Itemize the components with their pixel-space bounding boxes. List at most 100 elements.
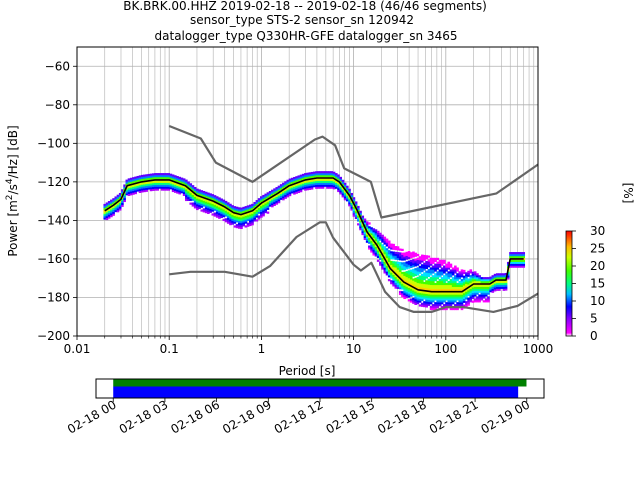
- density-cell: [251, 213, 254, 216]
- density-cell: [398, 281, 402, 284]
- density-cell: [489, 288, 492, 291]
- density-cell: [429, 271, 433, 274]
- density-cell: [354, 201, 358, 204]
- density-cell: [418, 260, 422, 263]
- density-cell: [498, 275, 501, 278]
- density-cell: [368, 228, 371, 231]
- density-cell: [515, 255, 519, 259]
- density-cell: [376, 251, 380, 255]
- density-cell: [242, 224, 245, 227]
- density-cell: [478, 290, 481, 293]
- density-cell: [218, 201, 221, 204]
- density-cell: [487, 290, 490, 293]
- density-cell: [522, 255, 526, 259]
- density-cell: [454, 267, 457, 270]
- density-cell: [299, 178, 303, 181]
- density-cell: [368, 235, 371, 239]
- density-cell: [409, 265, 413, 268]
- density-cell: [304, 184, 307, 187]
- density-cell: [407, 272, 411, 275]
- density-cell: [257, 217, 261, 220]
- density-cell: [222, 218, 226, 222]
- y-tick-label: −160: [37, 252, 70, 266]
- density-cell: [368, 226, 371, 229]
- density-cell: [332, 185, 336, 188]
- density-cell: [390, 274, 393, 277]
- density-cell: [420, 283, 424, 286]
- density-cell: [295, 191, 298, 194]
- density-cell: [123, 188, 126, 191]
- density-cell: [255, 200, 259, 203]
- density-cell: [476, 279, 479, 282]
- density-cell: [346, 187, 349, 190]
- density-cell: [445, 269, 448, 272]
- density-cell: [301, 173, 305, 177]
- density-cell: [271, 201, 274, 204]
- density-cell: [114, 196, 118, 199]
- density-cell: [198, 200, 201, 204]
- density-cell: [478, 277, 481, 280]
- density-cell: [427, 297, 431, 301]
- density-cell: [231, 220, 234, 223]
- density-cell: [226, 217, 230, 220]
- density-cell: [332, 183, 336, 186]
- x-tick-label: 0.1: [160, 342, 179, 356]
- density-cell: [418, 290, 422, 294]
- density-cell: [409, 273, 413, 276]
- density-cell: [103, 217, 107, 220]
- density-cell: [251, 207, 254, 210]
- density-cell: [162, 176, 166, 180]
- density-cell: [447, 296, 451, 299]
- density-cell: [154, 186, 157, 189]
- density-cell: [255, 209, 259, 212]
- density-cell: [211, 203, 215, 206]
- density-cell: [460, 275, 464, 278]
- density-cell: [297, 190, 301, 194]
- density-cell: [425, 274, 428, 277]
- density-cell: [271, 197, 274, 200]
- density-cell: [354, 212, 358, 216]
- density-cell: [387, 240, 391, 243]
- density-cell: [420, 254, 424, 257]
- density-cell: [169, 183, 173, 186]
- density-cell: [443, 277, 446, 280]
- density-cell: [438, 271, 442, 274]
- y-tick-label: −80: [45, 98, 70, 112]
- density-cell: [149, 173, 153, 176]
- density-cell: [498, 277, 501, 280]
- density-cell: [200, 190, 204, 193]
- density-cell: [500, 282, 503, 286]
- density-cell: [151, 184, 155, 188]
- density-cell: [405, 272, 409, 276]
- density-cell: [282, 198, 285, 201]
- density-cell: [489, 290, 492, 293]
- density-cell: [398, 248, 402, 251]
- density-cell: [401, 258, 404, 261]
- density-cell: [147, 185, 151, 188]
- density-cell: [394, 247, 398, 251]
- density-cell: [207, 192, 210, 195]
- density-cell: [425, 257, 428, 260]
- density-cell: [107, 210, 111, 213]
- density-cell: [409, 269, 413, 272]
- density-cell: [438, 296, 442, 299]
- density-cell: [209, 197, 212, 200]
- density-cell: [440, 288, 444, 291]
- density-cell: [392, 276, 395, 279]
- density-cell: [420, 266, 424, 269]
- density-cell: [180, 191, 184, 194]
- density-cell: [127, 187, 131, 191]
- density-cell: [469, 286, 473, 289]
- density-cell: [156, 176, 159, 180]
- density-cell: [425, 293, 428, 296]
- density-cell: [394, 271, 398, 274]
- density-cell: [443, 265, 446, 268]
- density-cell: [381, 265, 384, 268]
- density-cell: [207, 211, 210, 215]
- density-cell: [233, 206, 237, 209]
- density-cell: [277, 185, 281, 188]
- density-cell: [436, 286, 440, 289]
- density-cell: [193, 186, 197, 190]
- density-cell: [458, 284, 462, 288]
- density-cell: [465, 276, 468, 279]
